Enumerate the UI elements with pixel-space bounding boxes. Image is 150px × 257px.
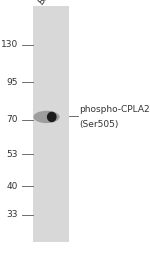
Ellipse shape xyxy=(47,112,57,122)
Text: phospho-CPLA2: phospho-CPLA2 xyxy=(80,105,150,114)
Text: Bladder: Bladder xyxy=(37,0,65,6)
Text: 70: 70 xyxy=(6,115,18,124)
Text: 33: 33 xyxy=(6,210,18,219)
Text: 53: 53 xyxy=(6,150,18,159)
Text: 130: 130 xyxy=(1,40,18,50)
Text: 95: 95 xyxy=(6,78,18,87)
Text: 40: 40 xyxy=(7,182,18,191)
Ellipse shape xyxy=(33,111,60,123)
Text: (Ser505): (Ser505) xyxy=(80,120,119,129)
Bar xyxy=(33,6,69,242)
